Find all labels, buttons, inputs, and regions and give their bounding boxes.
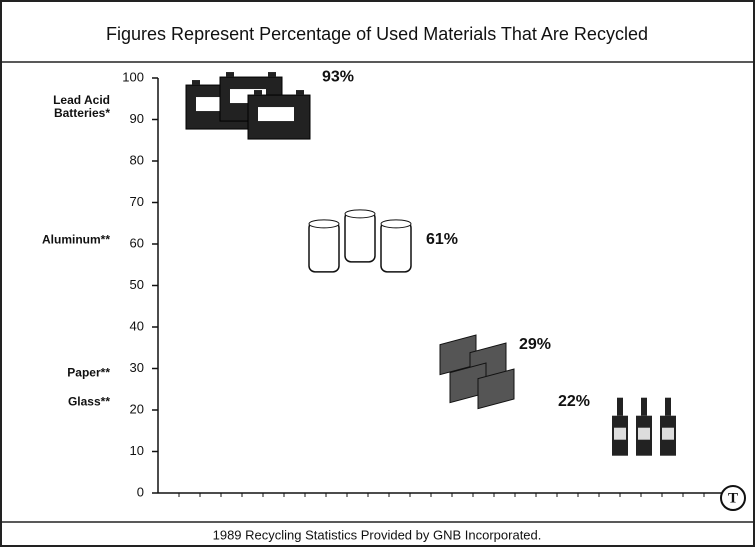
- y-tick-label: 90: [130, 111, 144, 126]
- battery-label: [258, 107, 294, 121]
- y-tick-label: 70: [130, 194, 144, 209]
- chart-title: Figures Represent Percentage of Used Mat…: [106, 24, 648, 44]
- chart: Figures Represent Percentage of Used Mat…: [0, 0, 755, 547]
- pictogram: [309, 210, 411, 272]
- y-tick-label: 40: [130, 318, 144, 333]
- category-label: Glass**: [14, 395, 110, 408]
- y-tick-label: 10: [130, 443, 144, 458]
- y-tick-label: 50: [130, 277, 144, 292]
- y-tick-label: 60: [130, 235, 144, 250]
- bottle-neck: [617, 398, 623, 416]
- bottle-label: [614, 428, 626, 440]
- bottle-neck: [665, 398, 671, 416]
- can-top: [381, 220, 411, 228]
- bottle-neck: [641, 398, 647, 416]
- y-tick-label: 80: [130, 152, 144, 167]
- footnote: 1989 Recycling Statistics Provided by GN…: [213, 527, 542, 542]
- bottle-label: [638, 428, 650, 440]
- page: Figures Represent Percentage of Used Mat…: [0, 0, 755, 547]
- category-label: Paper**: [14, 366, 110, 379]
- svg-text:T: T: [728, 490, 738, 506]
- value-label: 61%: [426, 231, 458, 248]
- y-tick-label: 20: [130, 401, 144, 416]
- can-top: [309, 220, 339, 228]
- pictogram: [186, 72, 310, 139]
- can: [381, 222, 411, 272]
- pictogram: [612, 398, 676, 456]
- value-label: 22%: [558, 393, 590, 410]
- frame: [1, 1, 754, 546]
- category-label: Aluminum**: [14, 233, 110, 246]
- battery-post: [192, 80, 200, 85]
- category-label: Lead Acid Batteries*: [14, 94, 110, 120]
- battery-post: [254, 90, 262, 95]
- battery-post: [226, 72, 234, 77]
- battery-post: [296, 90, 304, 95]
- can: [309, 222, 339, 272]
- bottle-label: [662, 428, 674, 440]
- y-tick-label: 100: [122, 69, 144, 84]
- y-tick-label: 30: [130, 360, 144, 375]
- value-label: 29%: [519, 336, 551, 353]
- y-tick-label: 0: [137, 484, 144, 499]
- can: [345, 212, 375, 262]
- can-top: [345, 210, 375, 218]
- battery-post: [268, 72, 276, 77]
- pictogram: [440, 335, 514, 409]
- logo: T: [721, 486, 745, 510]
- value-label: 93%: [322, 68, 354, 85]
